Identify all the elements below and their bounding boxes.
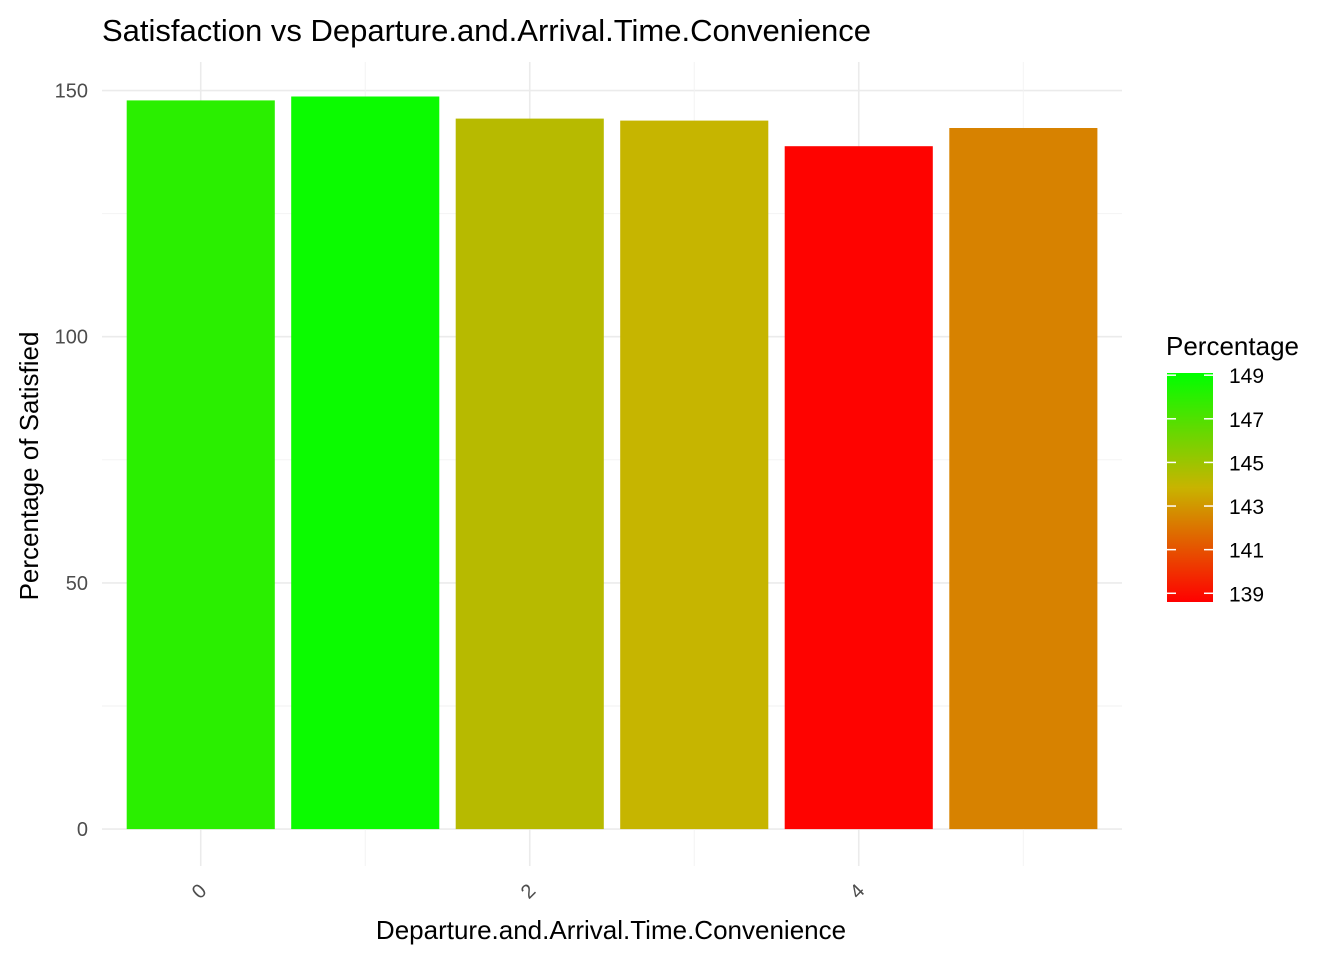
legend-tick-label: 149 [1229, 365, 1264, 388]
y-tick-label: 100 [55, 327, 88, 349]
y-tick-label: 150 [55, 81, 88, 103]
y-tick-label: 50 [66, 573, 88, 595]
y-axis-title: Percentage of Satisfied [14, 332, 44, 601]
legend-tick-label: 141 [1229, 540, 1264, 563]
legend-title: Percentage [1166, 331, 1299, 361]
x-axis-title: Departure.and.Arrival.Time.Convenience [376, 915, 846, 945]
legend-tick-label: 147 [1229, 409, 1264, 432]
bars [126, 96, 1098, 830]
legend-colorbar [1167, 373, 1213, 602]
bar-category-3 [620, 120, 769, 830]
y-tick-label: 0 [77, 819, 88, 841]
chart-title: Satisfaction vs Departure.and.Arrival.Ti… [102, 13, 871, 48]
bar-category-1 [291, 96, 440, 830]
legend-tick-label: 143 [1229, 496, 1264, 519]
bar-category-2 [455, 118, 604, 830]
legend: Percentage 149 147 145 143 141 139 [1166, 331, 1299, 606]
plot-panel [102, 62, 1122, 866]
bar-category-5 [949, 128, 1098, 830]
legend-tick-label: 145 [1229, 452, 1264, 475]
x-tick-label: 2 [517, 880, 540, 903]
legend-ticks: 149 147 145 143 141 139 [1167, 365, 1264, 606]
bar-category-0 [126, 100, 275, 830]
x-tick-label: 0 [188, 880, 211, 903]
bar-category-4 [784, 146, 933, 830]
x-axis: 0 2 4 [188, 880, 870, 903]
x-tick-label: 4 [846, 880, 869, 903]
legend-tick-label: 139 [1229, 583, 1264, 606]
y-axis: 0 50 100 150 [55, 81, 88, 842]
